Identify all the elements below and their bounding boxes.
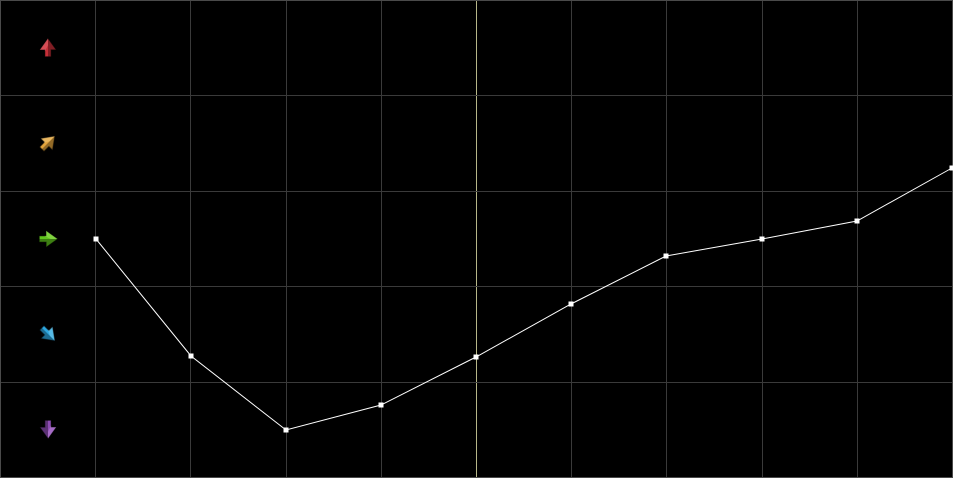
data-point-marker xyxy=(759,236,765,242)
data-point-marker xyxy=(949,165,953,171)
data-point-marker xyxy=(568,301,574,307)
data-point-marker xyxy=(663,253,669,259)
data-point-marker xyxy=(854,218,860,224)
data-points xyxy=(93,165,953,433)
series-line xyxy=(95,167,953,431)
data-point-marker xyxy=(378,402,384,408)
data-point-marker xyxy=(93,236,99,242)
data-point-marker xyxy=(473,354,479,360)
data-point-marker xyxy=(283,427,289,433)
data-point-marker xyxy=(188,353,194,359)
